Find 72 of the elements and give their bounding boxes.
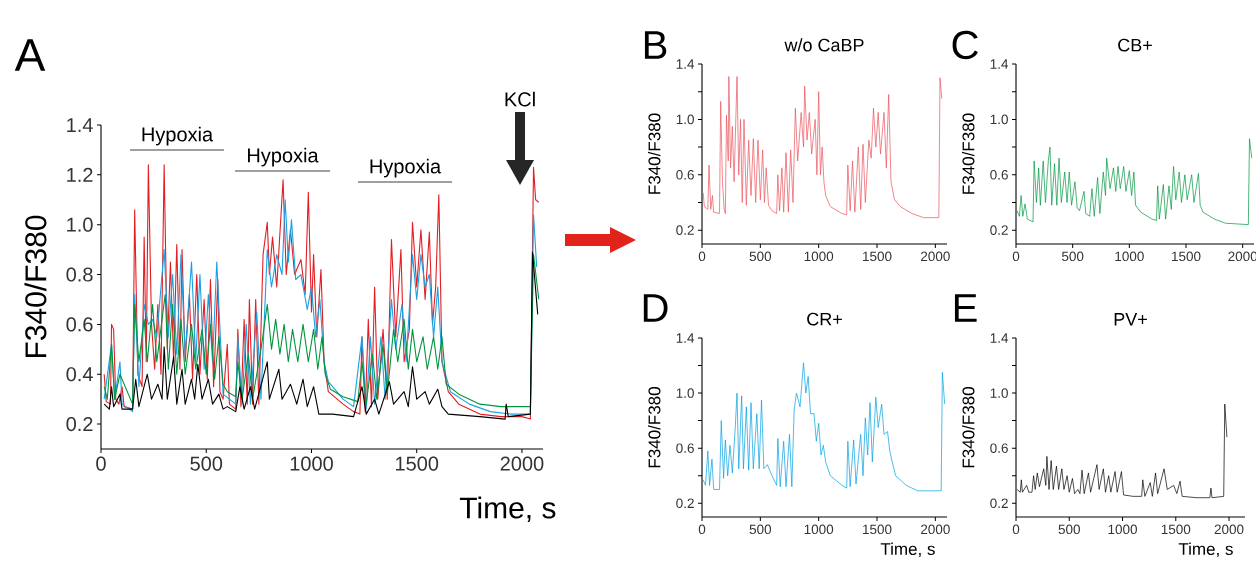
x-tick-label: 500 [749,524,772,535]
y-tick-label: 1.4 [67,118,93,132]
x-axis-title: Time, s [880,542,935,558]
x-tick-label: 2000 [921,251,950,262]
y-tick-label: 0.2 [676,498,694,508]
x-tick-label: 1500 [395,456,439,471]
x-tick-label: 2000 [500,456,544,471]
x-axis-title: Time, s [1178,542,1233,558]
chart-title: CB+ [1118,38,1152,52]
chart-title: w/o CaBP [784,38,864,52]
annotation: Hypoxia [370,158,442,178]
text: D [643,294,668,322]
y-tick-label: 1.0 [990,114,1008,125]
y-tick-label: 1.0 [990,388,1008,398]
x-tick-label: 0 [96,456,106,471]
x-tick-label: 0 [1012,251,1020,262]
x-tick-label: 500 [1061,251,1084,262]
line-series [702,362,946,492]
y-axis-title: F340/F380 [647,387,661,468]
line-series [702,76,943,219]
x-tick-label: 1000 [804,251,834,262]
x-tick-label: 1500 [863,524,892,535]
chart-title: CR+ [807,312,842,326]
y-tick-label: 1.0 [67,217,93,232]
y-tick-label: 0.6 [676,169,694,180]
x-tick-label: 0 [698,524,706,535]
text: A [14,39,46,71]
x-tick-label: 1500 [1161,524,1191,535]
y-tick-label: 0.6 [990,169,1008,180]
x-tick-label: 500 [749,251,772,262]
y-axis-title: F340/F380 [961,113,975,194]
x-tick-label: 1500 [863,251,892,262]
y-tick-label: 0.2 [676,225,694,235]
line-series [1016,138,1253,225]
y-tick-label: 1.0 [676,114,694,125]
x-tick-label: 2000 [1214,524,1244,535]
y-tick-label: 0.2 [990,498,1008,508]
x-tick-label: 500 [1058,524,1080,535]
y-axis-title: F340/F380 [24,215,47,358]
y-tick-label: 1.4 [990,59,1009,69]
text: C [952,30,978,60]
x-tick-label: 1500 [1172,251,1201,262]
x-tick-label: 500 [190,456,223,471]
chart-title: PV+ [1114,313,1147,326]
x-tick-label: 0 [698,251,706,262]
y-tick-label: 0.6 [66,317,93,332]
y-tick-label: 0.6 [990,443,1008,453]
annotation: Hypoxia [142,126,214,146]
x-tick-label: 1000 [1108,524,1137,535]
y-tick-label: 0.2 [66,417,93,432]
x-tick-label: 2000 [921,524,950,535]
annotation: Hypoxia [248,147,319,167]
y-tick-label: 0.2 [990,225,1008,235]
y-tick-label: 1.4 [676,333,695,343]
x-axis-title: Time, s [459,496,556,523]
y-axis-title: F340/F380 [648,113,661,194]
y-tick-label: 0.6 [676,443,694,453]
y-tick-label: 1.4 [990,333,1009,343]
x-tick-label: 1000 [1115,251,1144,262]
text: B [644,31,667,59]
y-tick-label: 1.4 [676,59,695,69]
text: KCl [505,91,535,107]
y-tick-label: 0.4 [66,367,93,382]
y-tick-label: 1.0 [676,388,694,398]
y-tick-label: 0.8 [66,267,93,282]
y-tick-label: 1.2 [67,167,93,182]
y-axis-title: F340/F380 [962,387,975,468]
x-tick-label: 0 [1012,524,1020,535]
line-series [103,199,538,415]
text: E [954,294,977,322]
x-tick-label: 1000 [804,524,834,535]
x-tick-label: 1000 [290,456,333,471]
